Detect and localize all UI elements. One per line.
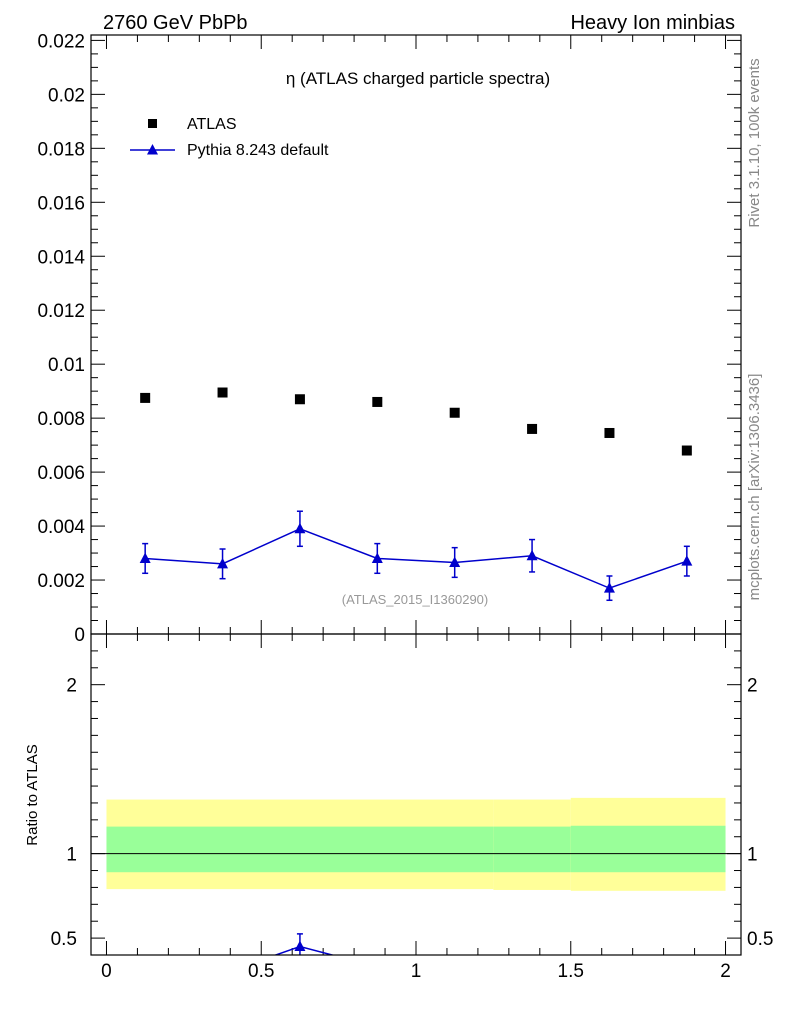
atlas-data-point xyxy=(294,394,305,405)
pythia-data-point xyxy=(139,552,151,563)
ratio-data-point xyxy=(217,968,228,979)
bottom-y-tick-label: 1 xyxy=(66,845,77,866)
top-y-tick-label: 0.014 xyxy=(37,247,85,268)
top-axis-ticks xyxy=(91,35,741,635)
ratio-band-inner xyxy=(493,826,571,873)
legend-pythia-label: Pythia 8.243 default xyxy=(187,142,329,159)
atlas-data-point xyxy=(527,423,538,434)
pythia-data-point xyxy=(371,552,383,563)
mcplots-label: mcplots.cern.ch [arXiv:1306.3436] xyxy=(746,374,763,601)
header-right: Heavy Ion minbias xyxy=(570,12,735,34)
bottom-frame xyxy=(90,633,742,956)
atlas-data-point xyxy=(372,396,383,407)
top-y-tick-label: 0.012 xyxy=(37,301,85,322)
pythia-data-point xyxy=(294,522,306,534)
top-y-tick-label: 0.006 xyxy=(37,463,85,484)
atlas-data-point xyxy=(681,445,692,456)
header-left: 2760 GeV PbPb xyxy=(103,12,248,34)
top-series-layer xyxy=(139,387,693,602)
bottom-y-tick-label: 2 xyxy=(66,676,77,697)
x-tick-label: 1.5 xyxy=(558,961,584,982)
top-y-tick-label: 0.02 xyxy=(48,85,85,106)
rivet-label: Rivet 3.1.10, 100k events xyxy=(746,58,763,227)
top-y-tick-label: 0.022 xyxy=(37,31,85,52)
pythia-data-point xyxy=(217,557,229,569)
legend-pythia-marker xyxy=(147,144,158,155)
top-y-tick-label: 0.01 xyxy=(48,355,85,376)
ratio-band-inner xyxy=(106,826,494,873)
x-tick-label: 2 xyxy=(720,961,731,982)
top-y-tick-label: 0 xyxy=(74,625,85,646)
top-y-tick-label: 0.008 xyxy=(37,409,85,430)
analysis-watermark: (ATLAS_2015_I1360290) xyxy=(342,592,488,607)
top-y-tick-labels: 0 0.002 0.004 0.006 0.008 0.01 0.012 0.014 0.016… xyxy=(37,31,85,646)
ratio-band-inner xyxy=(570,825,726,873)
x-tick-label: 1 xyxy=(411,961,422,982)
bottom-y-tick-label-right: 2 xyxy=(747,676,758,697)
top-y-tick-label: 0.016 xyxy=(37,193,85,214)
ratio-data-point xyxy=(294,940,306,952)
pythia-line xyxy=(145,527,688,589)
pythia-data-point xyxy=(526,549,538,561)
top-y-tick-label: 0.002 xyxy=(37,571,85,592)
ratio-series-layer xyxy=(217,933,383,979)
top-y-tick-label: 0.004 xyxy=(37,517,85,538)
ratio-data-point xyxy=(372,961,383,972)
x-tick-label: 0.5 xyxy=(248,961,274,982)
pythia-data-point xyxy=(603,582,615,593)
bottom-y-tick-labels: 0.5 0.5 1 1 2 2 xyxy=(51,676,774,950)
legend: ATLAS Pythia 8.243 default xyxy=(130,116,329,159)
atlas-data-point xyxy=(140,392,151,403)
bottom-y-tick-label-right: 1 xyxy=(747,845,758,866)
ratio-y-label: Ratio to ATLAS xyxy=(24,744,41,845)
ratio-bands xyxy=(106,797,726,891)
top-y-tick-label: 0.018 xyxy=(37,139,85,160)
x-tick-label: 0 xyxy=(101,961,112,982)
x-tick-labels: 0 0.5 1 1.5 2 xyxy=(101,961,731,982)
atlas-data-point xyxy=(604,427,615,438)
pythia-data-point xyxy=(681,555,693,566)
atlas-data-point xyxy=(449,407,460,418)
atlas-data-point xyxy=(217,387,228,398)
bottom-axis-ticks xyxy=(91,634,741,955)
plot-title: η (ATLAS charged particle spectra) xyxy=(286,69,550,88)
bottom-y-tick-label-right: 0.5 xyxy=(747,929,773,950)
legend-atlas-label: ATLAS xyxy=(187,116,237,133)
pythia-data-point xyxy=(449,556,461,567)
bottom-y-tick-label: 0.5 xyxy=(51,929,77,950)
legend-atlas-marker xyxy=(148,119,157,128)
